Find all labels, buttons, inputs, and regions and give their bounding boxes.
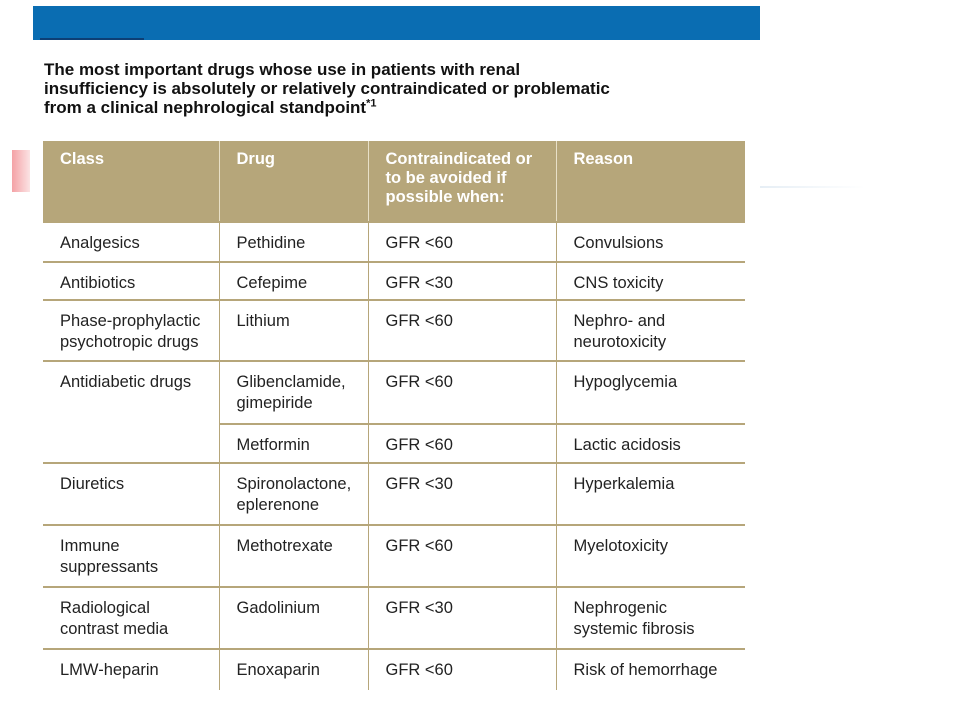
drug-cell: Spironolactone, eplerenone [218,462,368,525]
class-cell: Immune suppressants [43,524,219,587]
decoration [12,150,30,192]
class-cell: LMW-heparin [43,648,219,690]
drug-cell: Lithium [218,299,368,361]
table-row: Antidiabetic drugs Glibenclamide, gimepir… [43,360,745,463]
drug-cell: Enoxaparin [218,648,368,690]
reason-cell: Lactic acidosis [555,423,745,463]
column-header: Contraindicated or to be avoided if poss… [367,141,556,222]
table-row: LMW-heparin Enoxaparin GFR <60 Risk of hemo… [43,648,745,690]
reason-cell: CNS toxicity [555,261,745,300]
condition-cell: GFR <60 [367,648,556,690]
reason-cell: Nephro- and neurotoxicity [555,299,745,361]
drug-cell: Methotrexate [218,524,368,587]
title-line: The most important drugs whose use in pa… [44,60,521,79]
footnote-mark: *1 [366,97,377,110]
table-row: Metformin GFR <60 Lactic acidosis [43,423,745,463]
class-cell: Radiological contrast media [43,586,219,649]
class-cell: Phase-prophylactic psychotropic drugs [43,299,219,361]
condition-cell: GFR <30 [367,261,556,300]
column-header: Drug [218,141,368,222]
column-header: Class [43,141,219,222]
class-cell: Antibiotics [43,261,219,300]
condition-cell: GFR <30 [367,462,556,525]
table-row: Phase-prophylactic psychotropic drugs Lit… [43,299,745,361]
table-row: Radiological contrast media Gadolinium GFR… [43,586,745,649]
title-line: insufficiency is absolutely or relativel… [44,79,610,98]
drug-cell: Gadolinium [218,586,368,649]
reason-cell: Hypoglycemia [555,360,745,424]
title-line: from a clinical nephrological standpoint… [44,98,610,117]
class-cell: Diuretics [43,462,219,525]
table-row: Analgesics Pethidine GFR <60 Convulsions [43,221,745,262]
class-cell: Analgesics [43,221,219,262]
reason-cell: Myelotoxicity [555,524,745,587]
drug-cell: Pethidine [218,221,368,262]
drug-cell: Glibenclamide, gimepiride [218,360,368,424]
reason-cell: Nephrogenic systemic fibrosis [555,586,745,649]
condition-cell: GFR <60 [367,524,556,587]
drug-cell: Cefepime [218,261,368,300]
title-text: from a clinical nephrological standpoint [44,98,367,117]
header-row: Class Drug Contraindicated or to be avoide… [43,141,745,222]
reason-cell: Convulsions [555,221,745,262]
top-bar-accent [40,38,144,40]
condition-cell: GFR <60 [367,360,556,424]
class-cell: Antidiabetic drugs [43,360,219,463]
decoration-line [760,186,865,188]
table-row: Diuretics Spironolactone, eplerenone GFR <… [43,462,745,525]
condition-cell: GFR <60 [367,221,556,262]
condition-cell: GFR <30 [367,586,556,649]
reason-cell: Risk of hemorrhage [555,648,745,690]
drug-table: Class Drug Contraindicated or to be avoide… [43,141,745,690]
condition-cell: GFR <60 [367,299,556,361]
title: The most important drugs whose use in pa… [44,60,610,117]
top-bar [33,6,760,40]
condition-cell: GFR <60 [367,423,556,463]
drug-cell: Metformin [218,423,368,463]
table-row: Immune suppressants Methotrexate GFR <60 My… [43,524,745,587]
column-header: Reason [555,141,745,222]
table-row: Antibiotics Cefepime GFR <30 CNS toxicity [43,261,745,300]
reason-cell: Hyperkalemia [555,462,745,525]
